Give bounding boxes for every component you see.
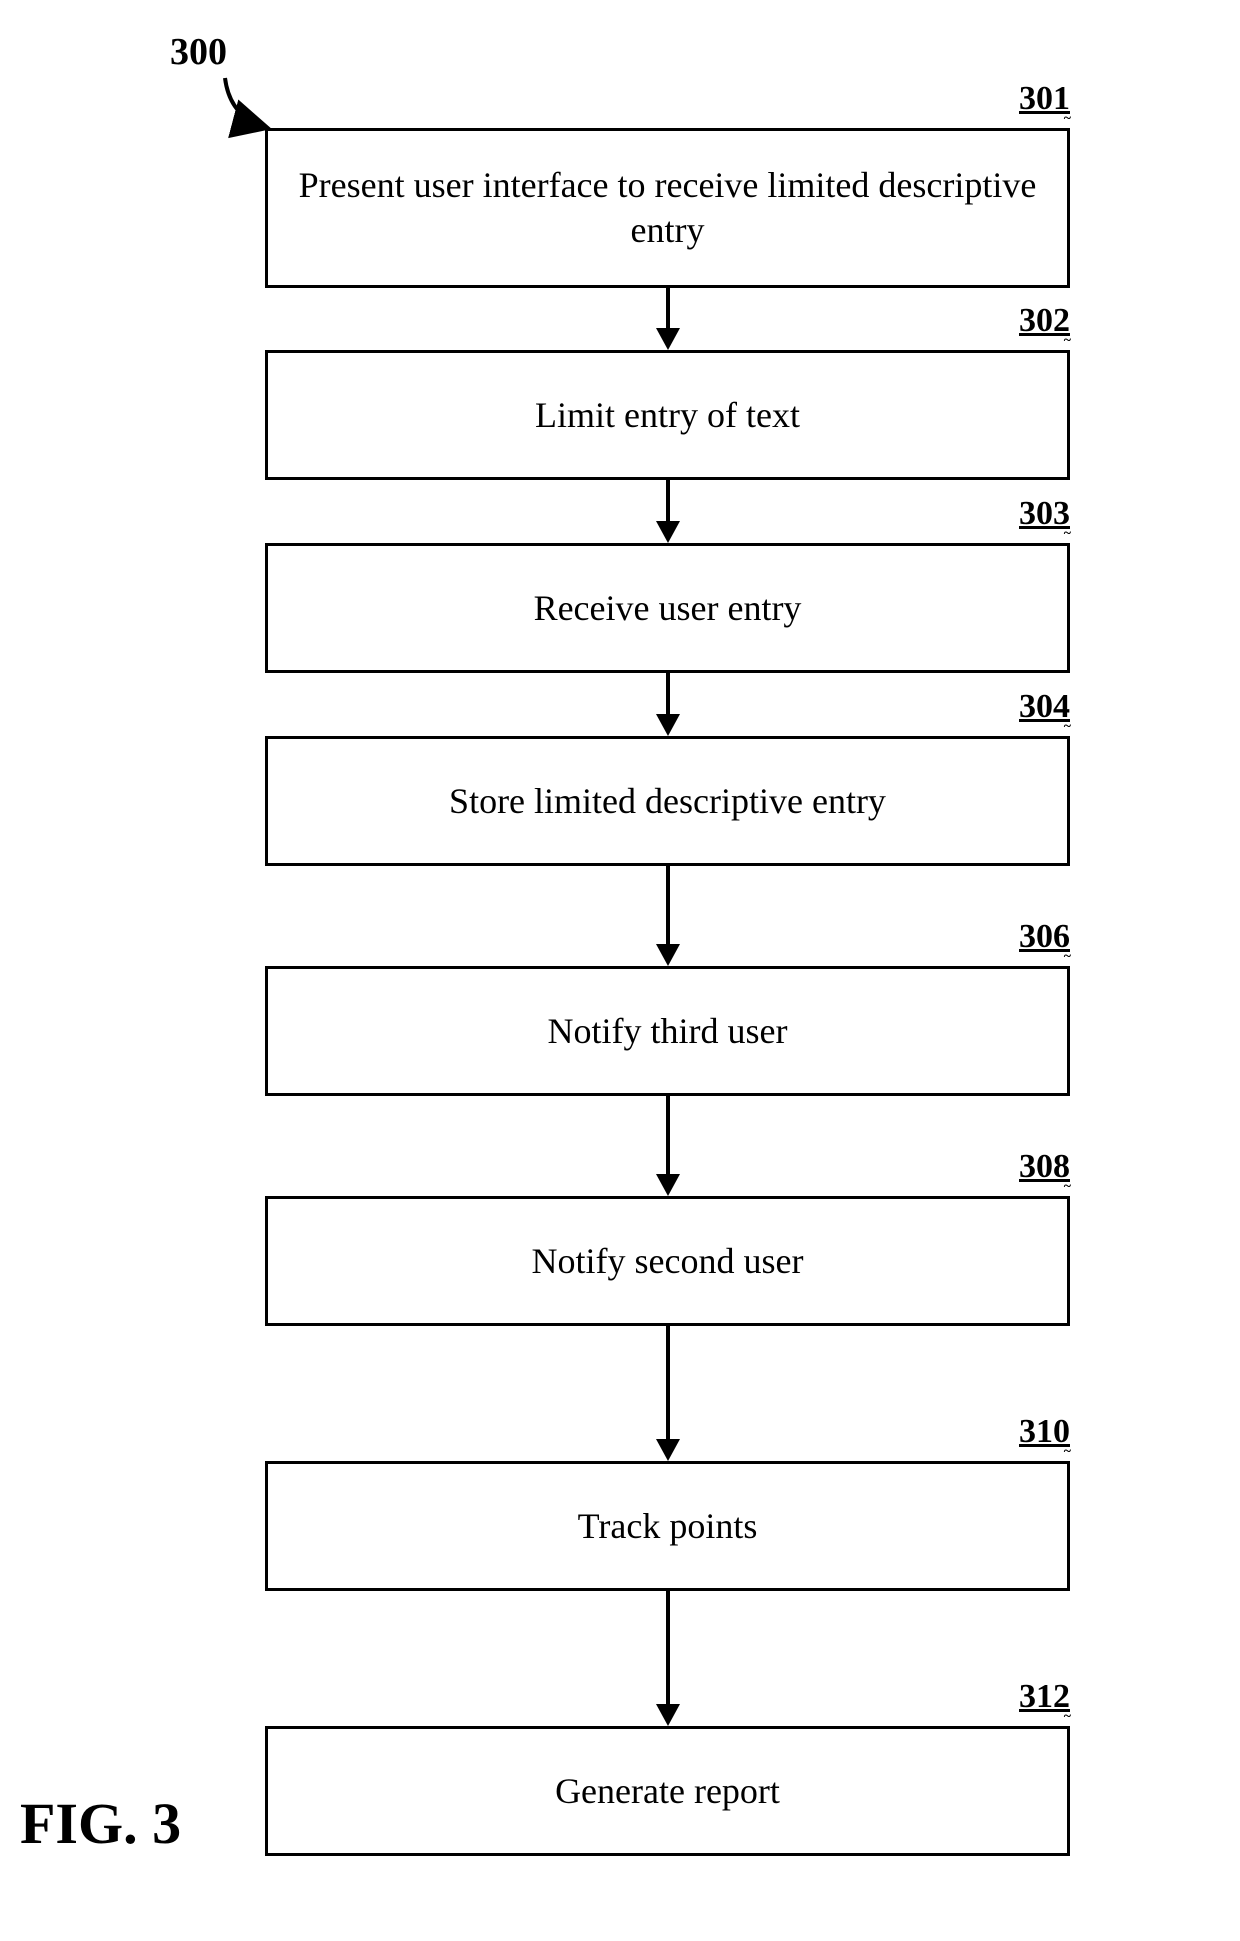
arrow-302-303: [666, 480, 670, 521]
arrow-310-312: [666, 1591, 670, 1704]
step-ref-308: 308~: [1019, 1148, 1070, 1190]
step-ref-312: 312~: [1019, 1678, 1070, 1720]
arrow-301-302: [666, 288, 670, 328]
arrow-306-308: [666, 1096, 670, 1174]
arrow-304-306: [666, 866, 670, 944]
arrow-head-302-303: [656, 521, 680, 543]
arrow-308-310: [666, 1326, 670, 1439]
flow-step-text: Receive user entry: [534, 586, 802, 631]
flow-step-304: Store limited descriptive entry: [265, 736, 1070, 866]
flow-step-text: Notify second user: [532, 1239, 804, 1284]
flow-step-303: Receive user entry: [265, 543, 1070, 673]
flow-step-text: Limit entry of text: [535, 393, 800, 438]
flow-step-text: Notify third user: [548, 1009, 788, 1054]
flow-step-text: Store limited descriptive entry: [449, 779, 886, 824]
flow-step-text: Track points: [578, 1504, 758, 1549]
arrow-head-303-304: [656, 714, 680, 736]
arrow-head-310-312: [656, 1704, 680, 1726]
flow-step-308: Notify second user: [265, 1196, 1070, 1326]
flow-step-310: Track points: [265, 1461, 1070, 1591]
flow-step-text: Present user interface to receive limite…: [298, 163, 1037, 253]
flow-step-text: Generate report: [555, 1769, 780, 1814]
flowchart-canvas: 300 FIG. 3 Present user interface to rec…: [0, 0, 1240, 1941]
step-ref-310: 310~: [1019, 1413, 1070, 1455]
step-ref-303: 303~: [1019, 495, 1070, 537]
flow-step-301: Present user interface to receive limite…: [265, 128, 1070, 288]
flow-step-302: Limit entry of text: [265, 350, 1070, 480]
arrow-head-301-302: [656, 328, 680, 350]
figure-caption: FIG. 3: [20, 1790, 181, 1857]
step-ref-301: 301~: [1019, 80, 1070, 122]
flow-step-306: Notify third user: [265, 966, 1070, 1096]
step-ref-306: 306~: [1019, 918, 1070, 960]
arrow-head-306-308: [656, 1174, 680, 1196]
flow-step-312: Generate report: [265, 1726, 1070, 1856]
arrow-303-304: [666, 673, 670, 714]
step-ref-302: 302~: [1019, 302, 1070, 344]
arrow-head-304-306: [656, 944, 680, 966]
step-ref-304: 304~: [1019, 688, 1070, 730]
arrow-head-308-310: [656, 1439, 680, 1461]
